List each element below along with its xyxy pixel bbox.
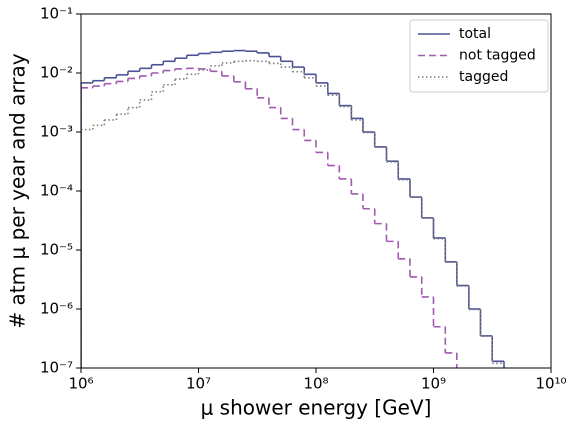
legend-label: total [459, 26, 491, 42]
y-tick-label: 10⁻⁵ [40, 241, 73, 259]
series [81, 49, 505, 368]
y-tick-label: 10⁻³ [40, 123, 73, 141]
series [81, 67, 458, 368]
x-axis-label: μ shower energy [GeV] [201, 396, 432, 420]
x-tick-label: 10¹⁰ [535, 375, 566, 393]
series [81, 59, 505, 368]
legend-label: not tagged [459, 48, 536, 64]
x-tick-label: 10⁷ [186, 375, 211, 393]
plot-area [81, 49, 505, 368]
legend-frame [409, 19, 549, 93]
y-tick-label: 10⁻⁴ [40, 182, 73, 200]
legend-label: tagged [459, 69, 508, 85]
y-tick-label: 10⁻¹ [40, 5, 73, 23]
y-axis-label: # atm μ per year and array [6, 53, 30, 328]
x-tick-label: 10⁹ [421, 375, 446, 393]
y-tick-label: 10⁻⁶ [40, 300, 73, 318]
legend: total not tagged tagged [409, 19, 549, 93]
x-tick-label: 10⁶ [68, 375, 93, 393]
x-tick-label: 10⁸ [303, 375, 328, 393]
y-tick-label: 10⁻² [40, 64, 73, 82]
y-tick-label: 10⁻⁷ [40, 359, 73, 377]
